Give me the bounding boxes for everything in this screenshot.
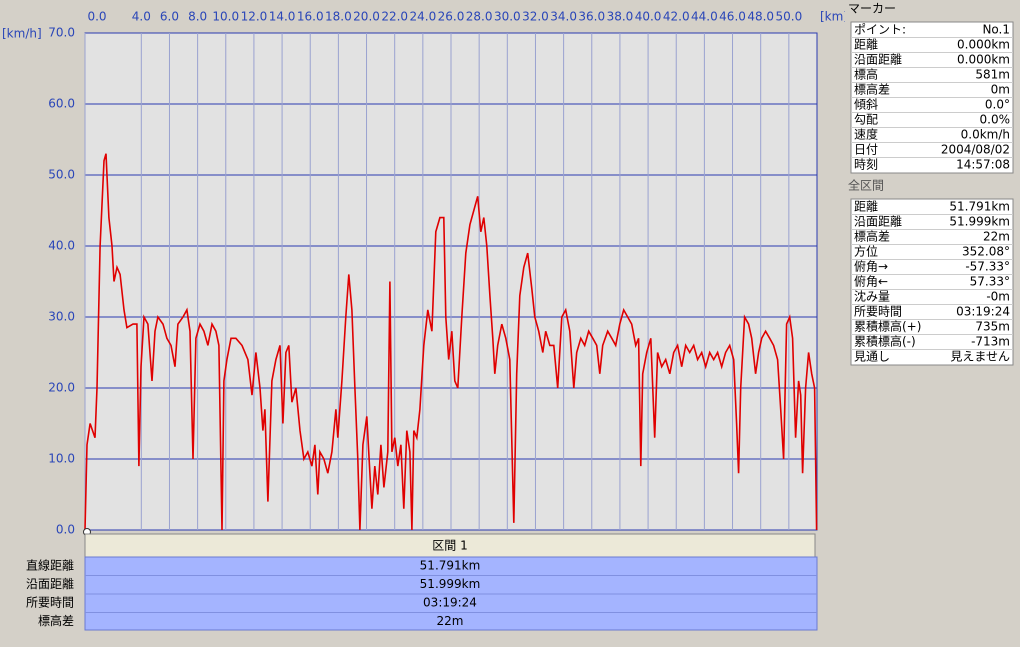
y-tick-label: 40.0 — [48, 239, 75, 253]
info-label: 累積標高(+) — [854, 319, 921, 334]
info-label: 方位 — [854, 244, 878, 259]
info-value: 14:57:08 — [956, 158, 1010, 172]
info-label: 標高 — [854, 67, 878, 82]
x-tick-label: 16.0 — [297, 10, 324, 24]
x-tick-label: 18.0 — [325, 10, 352, 24]
y-axis-unit: [km/h] — [2, 27, 42, 41]
x-tick-label: 46.0 — [719, 10, 746, 24]
x-tick-label: 32.0 — [522, 10, 549, 24]
info-value: 0.000km — [957, 38, 1010, 52]
x-tick-label: 42.0 — [663, 10, 690, 24]
x-tick-label: 24.0 — [409, 10, 436, 24]
x-tick-label: 8.0 — [188, 10, 207, 24]
info-value: 57.33° — [970, 275, 1010, 289]
x-tick-label: 12.0 — [241, 10, 268, 24]
x-tick-label: 48.0 — [747, 10, 774, 24]
total-title: 全区間 — [848, 178, 884, 193]
info-label: 俯角← — [854, 274, 888, 289]
x-tick-label: 34.0 — [550, 10, 577, 24]
info-label: 距離 — [854, 38, 878, 52]
x-tick-label: 40.0 — [635, 10, 662, 24]
info-label: 所要時間 — [854, 305, 902, 319]
row-value: 51.791km — [420, 559, 481, 573]
info-value: 581m — [975, 68, 1010, 82]
row-label: 直線距離 — [26, 558, 74, 573]
x-tick-label: 10.0 — [212, 10, 239, 24]
x-tick-label: 50.0 — [775, 10, 802, 24]
y-tick-label: 70.0 — [48, 26, 75, 40]
x-tick-label: 22.0 — [381, 10, 408, 24]
info-value: 2004/08/02 — [941, 143, 1010, 157]
info-label: 時刻 — [854, 158, 878, 172]
info-value: -57.33° — [965, 260, 1010, 274]
row-value: 22m — [437, 614, 464, 628]
x-tick-label: 44.0 — [691, 10, 718, 24]
y-tick-label: 20.0 — [48, 381, 75, 395]
info-value: 0.000km — [957, 53, 1010, 67]
info-label: 日付 — [854, 143, 878, 157]
x-tick-label: 20.0 — [353, 10, 380, 24]
y-tick-label: 30.0 — [48, 310, 75, 324]
x-tick-label: 4.0 — [132, 10, 151, 24]
info-label: 勾配 — [854, 113, 878, 127]
section-header: 区間 1 — [432, 539, 467, 553]
info-value: 03:19:24 — [956, 305, 1010, 319]
speed-line — [84, 153, 818, 531]
row-value: 51.999km — [420, 577, 481, 591]
info-value: 0.0° — [985, 98, 1010, 112]
row-label: 標高差 — [38, 613, 74, 628]
info-label: 標高差 — [854, 82, 890, 97]
info-value: No.1 — [982, 23, 1010, 37]
info-value: 0.0km/h — [961, 128, 1010, 142]
info-value: 352.08° — [962, 245, 1010, 259]
y-tick-label: 50.0 — [48, 168, 75, 182]
info-value: 0.0% — [980, 113, 1011, 127]
y-tick-label: 0.0 — [56, 523, 75, 537]
info-value: 22m — [983, 230, 1010, 244]
info-value: -0m — [986, 290, 1010, 304]
info-value: 0m — [991, 83, 1010, 97]
info-label: 累積標高(-) — [854, 334, 916, 349]
info-label: 沈み量 — [854, 289, 890, 304]
row-value: 03:19:24 — [423, 596, 477, 610]
info-label: 距離 — [854, 200, 878, 214]
info-value: 735m — [975, 320, 1010, 334]
info-value: 51.999km — [949, 215, 1010, 229]
y-tick-label: 10.0 — [48, 452, 75, 466]
x-tick-label: 6.0 — [160, 10, 179, 24]
info-value: -713m — [971, 335, 1010, 349]
info-label: ポイント: — [854, 23, 906, 37]
x-axis-unit: [km] — [820, 10, 848, 24]
row-label: 沿面距離 — [26, 577, 74, 591]
total-table-bg — [850, 198, 1014, 366]
x-tick-label: 0.0 — [87, 10, 106, 24]
y-tick-label: 60.0 — [48, 97, 75, 111]
x-tick-label: 38.0 — [607, 10, 634, 24]
marker-title: マーカー — [848, 2, 896, 16]
info-label: 見通し — [854, 350, 890, 364]
info-value: 51.791km — [949, 200, 1010, 214]
info-label: 傾斜 — [854, 98, 878, 112]
info-value: 見えません — [950, 350, 1010, 364]
row-label: 所要時間 — [26, 596, 74, 610]
info-label: 沿面距離 — [854, 215, 902, 229]
info-label: 標高差 — [854, 229, 890, 244]
x-tick-label: 26.0 — [438, 10, 465, 24]
x-tick-label: 30.0 — [494, 10, 521, 24]
x-tick-label: 36.0 — [578, 10, 605, 24]
x-tick-label: 14.0 — [269, 10, 296, 24]
x-tick-label: 28.0 — [466, 10, 493, 24]
info-label: 俯角→ — [854, 259, 888, 274]
info-label: 速度 — [854, 127, 878, 142]
info-label: 沿面距離 — [854, 53, 902, 67]
